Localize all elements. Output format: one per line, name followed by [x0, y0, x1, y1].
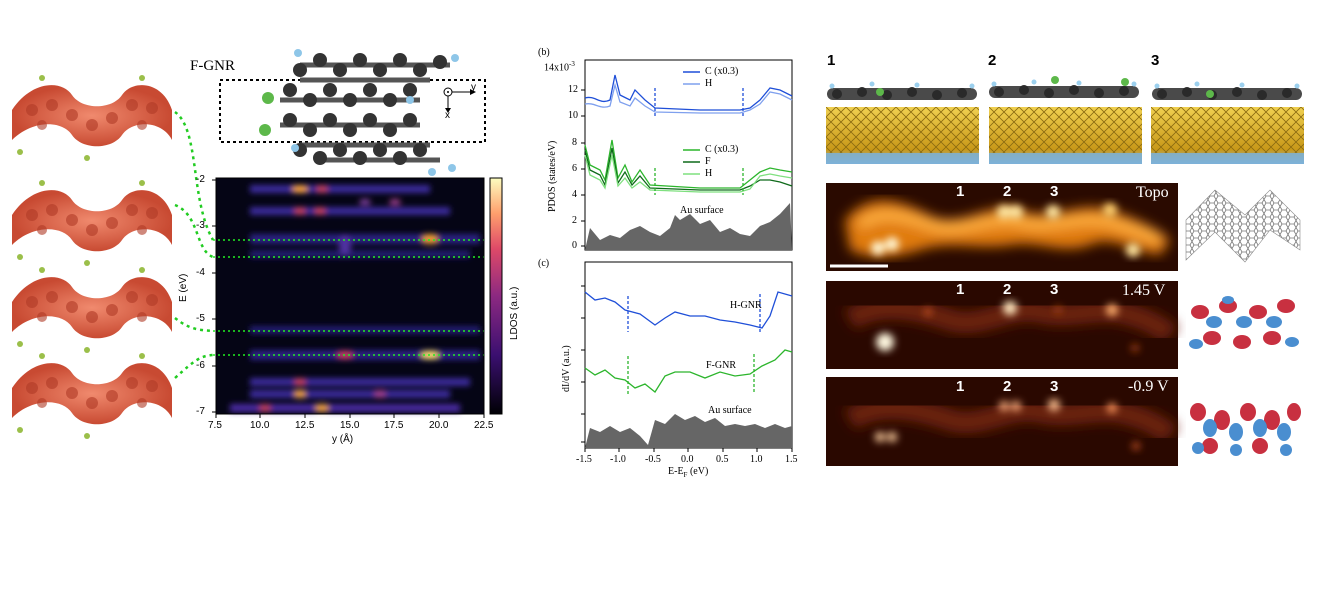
gnr-structure-inset — [1185, 189, 1301, 263]
heatmap-xtick: 17.5 — [384, 420, 404, 431]
au-slab-1 — [826, 107, 979, 164]
connector-line-3 — [174, 317, 214, 333]
isosurface-ribbon-3 — [12, 267, 172, 353]
didv-xtick: 1.5 — [785, 454, 798, 465]
legend-c-green: C (x0.3) — [705, 144, 739, 155]
heatmap-xtick: 10.0 — [250, 420, 270, 431]
legend-h-blue: H — [705, 78, 713, 89]
didv-xtick: 0.5 — [716, 454, 729, 465]
isosurface-ribbon-2 — [12, 180, 172, 266]
heatmap-ylabel: E (eV) — [178, 273, 189, 302]
map145-number-2: 2 — [1003, 281, 1012, 298]
connector-line-2 — [174, 203, 214, 259]
connector-line-4 — [174, 353, 214, 379]
didv-xtick: -1.0 — [610, 454, 626, 465]
molecule-side-2 — [989, 79, 1139, 98]
molecule-side-3 — [1152, 81, 1302, 100]
pdos-ytick: 10 — [568, 110, 578, 121]
connector-line-1 — [174, 110, 215, 241]
pdos-ytick: 12 — [568, 84, 578, 95]
legend-f-green: F — [705, 156, 711, 167]
map09-number-1: 1 — [956, 378, 965, 395]
axis-y-label: y — [471, 82, 476, 93]
config-number-3: 3 — [1151, 52, 1160, 69]
didv-xlabel: E-EF (eV) — [668, 466, 709, 479]
heatmap-xtick: 7.5 — [208, 420, 222, 431]
heatmap-ytick: -3 — [196, 220, 205, 231]
heatmap-xtick: 12.5 — [295, 420, 315, 431]
adsorption-configs — [826, 76, 1304, 164]
fgnr-molecule — [219, 49, 486, 176]
ldos-heatmap — [212, 177, 503, 418]
hgnr-label: H-GNR — [730, 300, 762, 311]
isosurface-ribbon-4 — [12, 353, 172, 439]
didv-au-label: Au surface — [708, 405, 752, 416]
molecule-side-1 — [827, 81, 977, 100]
map09-number-2: 2 — [1003, 378, 1012, 395]
heatmap-xlabel: y (Å) — [332, 434, 354, 445]
didv-xtick: 0.0 — [681, 454, 694, 465]
panel-b-label: (b) — [538, 47, 550, 58]
panel-c-label: (c) — [538, 258, 550, 269]
map09-label: -0.9 V — [1128, 378, 1169, 395]
config-number-1: 1 — [827, 52, 836, 69]
heatmap-xtick: 20.0 — [429, 420, 449, 431]
au-slab-3 — [1151, 107, 1304, 164]
map145-number-1: 1 — [956, 281, 965, 298]
topo-number-1: 1 — [956, 183, 965, 200]
heatmap-ytick: -2 — [196, 174, 205, 185]
colorbar-label: LDOS (a.u.) — [509, 286, 520, 340]
legend-c-blue: C (x0.3) — [705, 66, 739, 77]
axis-x-label: x — [445, 110, 450, 121]
topo-number-3: 3 — [1050, 183, 1059, 200]
heatmap-ytick: -4 — [196, 267, 205, 278]
au-slab-2 — [989, 107, 1142, 164]
map145-label: 1.45 V — [1122, 282, 1166, 299]
heatmap-xtick: 15.0 — [340, 420, 360, 431]
orbital-inset-09 — [1186, 394, 1304, 460]
pdos-ytick: 0 — [572, 240, 577, 251]
didv-ylabel: dI/dV (a.u.) — [561, 345, 572, 392]
map145-number-3: 3 — [1050, 281, 1059, 298]
pdos-exponent: 14x10-3 — [544, 60, 575, 74]
orbital-insets — [1185, 189, 1304, 460]
heatmap-ytick: -5 — [196, 313, 205, 324]
didv-xtick: 1.0 — [750, 454, 763, 465]
fgnr-title: F-GNR — [190, 58, 236, 74]
legend-h-green: H — [705, 168, 713, 179]
heatmap-ytick: -7 — [196, 406, 205, 417]
orbital-inset-145 — [1186, 296, 1304, 354]
pdos-ytick: 2 — [572, 215, 577, 226]
fgnr-curve-label: F-GNR — [706, 360, 737, 371]
isosurface-ribbon-1 — [12, 75, 172, 161]
stm-maps — [826, 183, 1178, 466]
heatmap-xtick: 22.5 — [474, 420, 494, 431]
topo-number-2: 2 — [1003, 183, 1012, 200]
didv-xtick: -0.5 — [645, 454, 661, 465]
pdos-au-label: Au surface — [680, 205, 724, 216]
pdos-ytick: 8 — [572, 137, 577, 148]
heatmap-ytick: -6 — [196, 360, 205, 371]
pdos-ylabel: PDOS (states/eV) — [547, 140, 558, 212]
didv-xtick: -1.5 — [576, 454, 592, 465]
isosurface-column — [12, 75, 215, 439]
config-number-2: 2 — [988, 52, 997, 69]
topo-label: Topo — [1136, 184, 1169, 201]
pdos-chart — [581, 59, 793, 251]
didv-chart — [581, 261, 793, 452]
pdos-ytick: 6 — [572, 163, 577, 174]
map09-number-3: 3 — [1050, 378, 1059, 395]
pdos-ytick: 4 — [572, 189, 577, 200]
